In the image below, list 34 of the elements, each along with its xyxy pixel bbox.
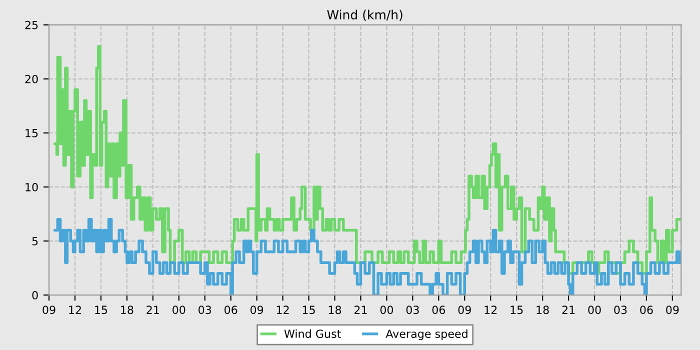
y-tick-label: 25 (25, 20, 38, 30)
x-tick-label: 06 (224, 306, 238, 314)
x-tick-label: 03 (198, 306, 212, 314)
x-tick-label: 06 (640, 306, 653, 314)
y-tick-label: 0 (32, 291, 38, 300)
x-tick-label: 06 (432, 306, 446, 314)
x-tick-label: 09 (666, 306, 679, 314)
x-tick-label: 15 (510, 306, 523, 314)
y-tick-label: 15 (26, 129, 38, 138)
chart-title: Wind (km/h) (327, 10, 402, 21)
x-tick-label: 09 (458, 306, 471, 314)
x-tick-label: 18 (121, 306, 134, 314)
x-tick-label: 18 (536, 306, 549, 314)
x-tick-label: 00 (172, 306, 186, 314)
legend-label: Average speed (386, 329, 468, 340)
x-tick-label: 03 (614, 306, 627, 314)
x-tick-label: 21 (146, 306, 159, 314)
x-tick-label: 18 (328, 306, 342, 314)
x-tick-label: 09 (42, 306, 56, 314)
y-tick-label: 5 (32, 237, 38, 246)
y-tick-label: 10 (26, 182, 38, 192)
x-tick-label: 03 (406, 306, 419, 314)
x-tick-label: 21 (562, 306, 575, 314)
x-tick-label: 09 (250, 306, 264, 314)
x-tick-label: 12 (276, 306, 289, 314)
x-tick-label: 00 (380, 306, 394, 314)
legend-label: Wind Gust (284, 329, 341, 338)
x-tick-label: 21 (354, 306, 367, 314)
x-tick-label: 12 (484, 306, 497, 314)
x-tick-label: 00 (588, 306, 601, 314)
x-tick-label: 15 (95, 306, 108, 314)
x-tick-label: 12 (69, 306, 81, 314)
x-tick-label: 15 (302, 306, 315, 314)
y-tick-label: 20 (25, 74, 38, 84)
